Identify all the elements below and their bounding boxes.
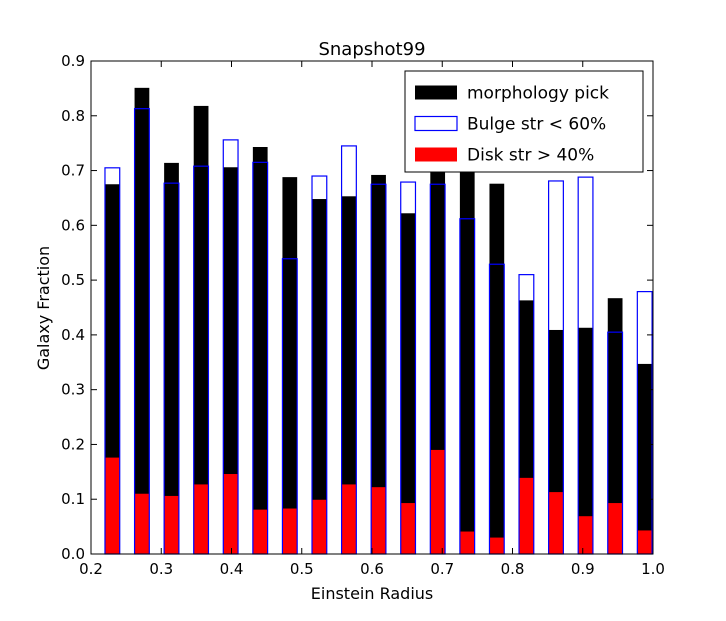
ticks-layer: 0.2 0.3 0.4 0.5 0.6 0.7 0.8 0.9 1.0 0.0 0.1 0.2 0.3 0… xyxy=(61,52,665,578)
x-tick-label-8: 1.0 xyxy=(641,560,665,578)
disk-str-40-bar-11 xyxy=(430,449,446,554)
morphology-pick-bar-7 xyxy=(312,199,327,555)
y-tick-label-4: 0.4 xyxy=(61,326,85,344)
morphology-pick-bar-18 xyxy=(637,363,653,554)
disk-str-40-bar-18 xyxy=(637,530,653,554)
x-tick-label-6: 0.8 xyxy=(501,560,525,578)
morphology-pick-bar-12 xyxy=(459,130,475,554)
disk-str-40-bar-8 xyxy=(341,484,357,554)
disk-str-40-bar-5 xyxy=(252,509,268,554)
y-tick-label-5: 0.5 xyxy=(61,271,85,289)
x-tick-label-7: 0.9 xyxy=(571,560,595,578)
legend: morphology pick Bulge str < 60% Disk str >… xyxy=(404,70,644,173)
x-tick-label-4: 0.6 xyxy=(360,560,384,578)
disk-str-40-bar-9 xyxy=(371,487,386,554)
legend-label-bulge-str-60: Bulge str < 60% xyxy=(467,115,606,135)
morphology-pick-bar-11 xyxy=(430,131,446,554)
morphology-pick-bar-1 xyxy=(134,87,150,554)
plot-frame xyxy=(90,60,654,555)
y-tick-label-8: 0.8 xyxy=(61,107,85,125)
y-tick-label-6: 0.6 xyxy=(61,216,85,234)
disk-str-40-bar-10 xyxy=(400,503,416,554)
disk-str-40-bar-13 xyxy=(489,537,505,554)
y-tick-label-2: 0.2 xyxy=(61,435,85,453)
disk-str-40-bar-3 xyxy=(193,484,209,554)
y-tick-label-9: 0.9 xyxy=(61,52,85,70)
y-tick-label-0: 0.0 xyxy=(61,545,85,563)
disk-str-40-bar-7 xyxy=(312,499,327,554)
morphology-pick-bar-13 xyxy=(489,183,505,554)
y-tick-label-1: 0.1 xyxy=(61,490,85,508)
x-tick-label-0: 0.2 xyxy=(79,560,103,578)
disk-str-40-bar-17 xyxy=(607,503,623,554)
disk-str-40-bar-14 xyxy=(519,477,534,554)
chart-title: Snapshot99 xyxy=(318,39,425,60)
morphology-pick-bar-8 xyxy=(341,196,357,555)
disk-str-40-bar-15 xyxy=(548,492,564,554)
disk-str-40-bar-2 xyxy=(164,495,179,554)
legend-label-morphology-pick: morphology pick xyxy=(467,84,609,104)
x-axis-label: Einstein Radius xyxy=(311,584,433,603)
legend-swatch-bulge-str-60 xyxy=(414,115,458,132)
disk-str-40-bar-1 xyxy=(134,493,150,554)
morphology-pick-bar-4 xyxy=(223,167,239,554)
bars-layer xyxy=(104,87,653,555)
morphology-pick-bar-10 xyxy=(400,213,416,554)
morphology-pick-bar-3 xyxy=(193,105,209,555)
legend-label-disk-str-40: Disk str > 40% xyxy=(467,146,594,166)
disk-str-40-bar-0 xyxy=(104,457,120,554)
morphology-pick-bar-5 xyxy=(252,147,268,554)
morphology-pick-bar-17 xyxy=(607,298,623,554)
disk-str-40-bar-6 xyxy=(282,508,298,554)
y-tick-label-7: 0.7 xyxy=(61,162,85,180)
x-tick-label-3: 0.5 xyxy=(290,560,314,578)
y-tick-label-3: 0.3 xyxy=(61,381,85,399)
legend-swatch-disk-str-40 xyxy=(415,147,457,162)
x-tick-label-2: 0.4 xyxy=(220,560,244,578)
disk-str-40-bar-16 xyxy=(578,516,593,554)
y-axis-label: Galaxy Fraction xyxy=(34,246,53,370)
morphology-pick-bar-16 xyxy=(578,327,593,554)
disk-str-40-bar-12 xyxy=(459,531,475,554)
morphology-pick-bar-9 xyxy=(371,174,386,554)
disk-str-40-bar-4 xyxy=(223,474,239,554)
legend-swatch-morphology-pick xyxy=(415,85,457,100)
morphology-pick-bar-2 xyxy=(164,162,179,554)
morphology-pick-bar-6 xyxy=(282,177,298,554)
x-tick-label-1: 0.3 xyxy=(149,560,173,578)
x-tick-label-5: 0.7 xyxy=(430,560,454,578)
